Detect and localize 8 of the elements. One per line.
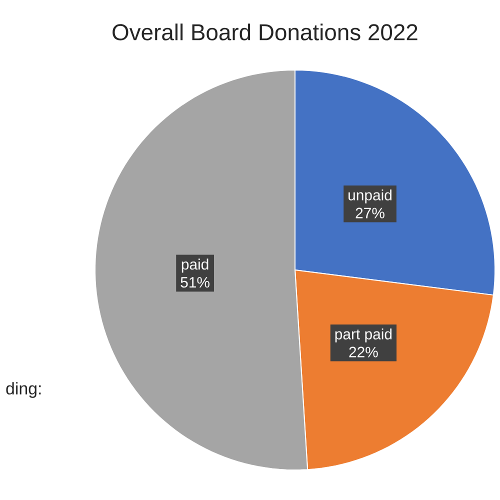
- data-label: 27%: [356, 208, 384, 218]
- slice-label: paid: [182, 258, 208, 273]
- data-label: 22%: [349, 346, 378, 358]
- slice-label: unpaid: [348, 189, 392, 204]
- chart-title: Overall Board Donations 2022: [112, 24, 418, 40]
- text: ding:: [6, 382, 41, 398]
- data-label: 51%: [180, 277, 210, 288]
- slice-label: part paid: [335, 328, 392, 342]
